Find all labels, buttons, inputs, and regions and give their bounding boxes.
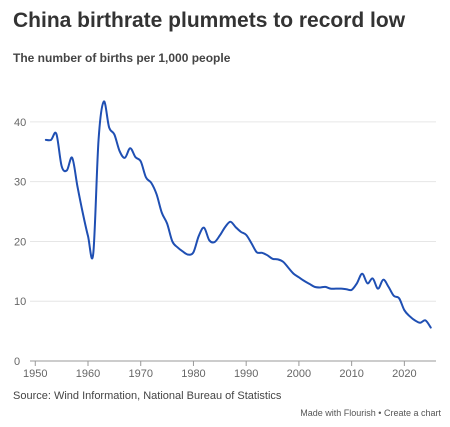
x-tick-label: 1970 xyxy=(128,368,152,380)
x-tick-label: 2000 xyxy=(287,368,311,380)
x-tick-label: 2010 xyxy=(339,368,363,380)
series-layer xyxy=(44,100,432,329)
made-with-flourish-link[interactable]: Made with Flourish xyxy=(300,408,376,418)
grid-layer xyxy=(30,121,436,362)
x-tick-label: 2020 xyxy=(392,368,416,380)
axis-layer: 0 10 20 30 40 1950 1960 1970 1980 1990 2000 2010 202… xyxy=(14,117,417,380)
flourish-footer: Made with Flourish • Create a chart xyxy=(300,408,441,418)
x-tick-label: 1960 xyxy=(76,368,100,380)
y-tick-label: 40 xyxy=(14,117,26,129)
chart-subtitle: The number of births per 1,000 people xyxy=(13,51,231,65)
birthrate-line xyxy=(44,100,432,329)
x-tick-label: 1980 xyxy=(181,368,205,380)
create-a-chart-link[interactable]: Create a chart xyxy=(383,408,441,418)
x-tick-label: 1950 xyxy=(23,368,47,380)
y-tick-label: 30 xyxy=(14,177,26,189)
x-tick-label: 1990 xyxy=(234,368,258,380)
y-tick-label: 10 xyxy=(14,296,26,308)
source-note: Source: Wind Information, National Burea… xyxy=(13,390,282,402)
chart-title: China birthrate plummets to record low xyxy=(13,9,406,32)
footer-separator: • xyxy=(378,408,382,418)
y-tick-label: 0 xyxy=(14,356,20,368)
y-tick-label: 20 xyxy=(14,236,26,248)
